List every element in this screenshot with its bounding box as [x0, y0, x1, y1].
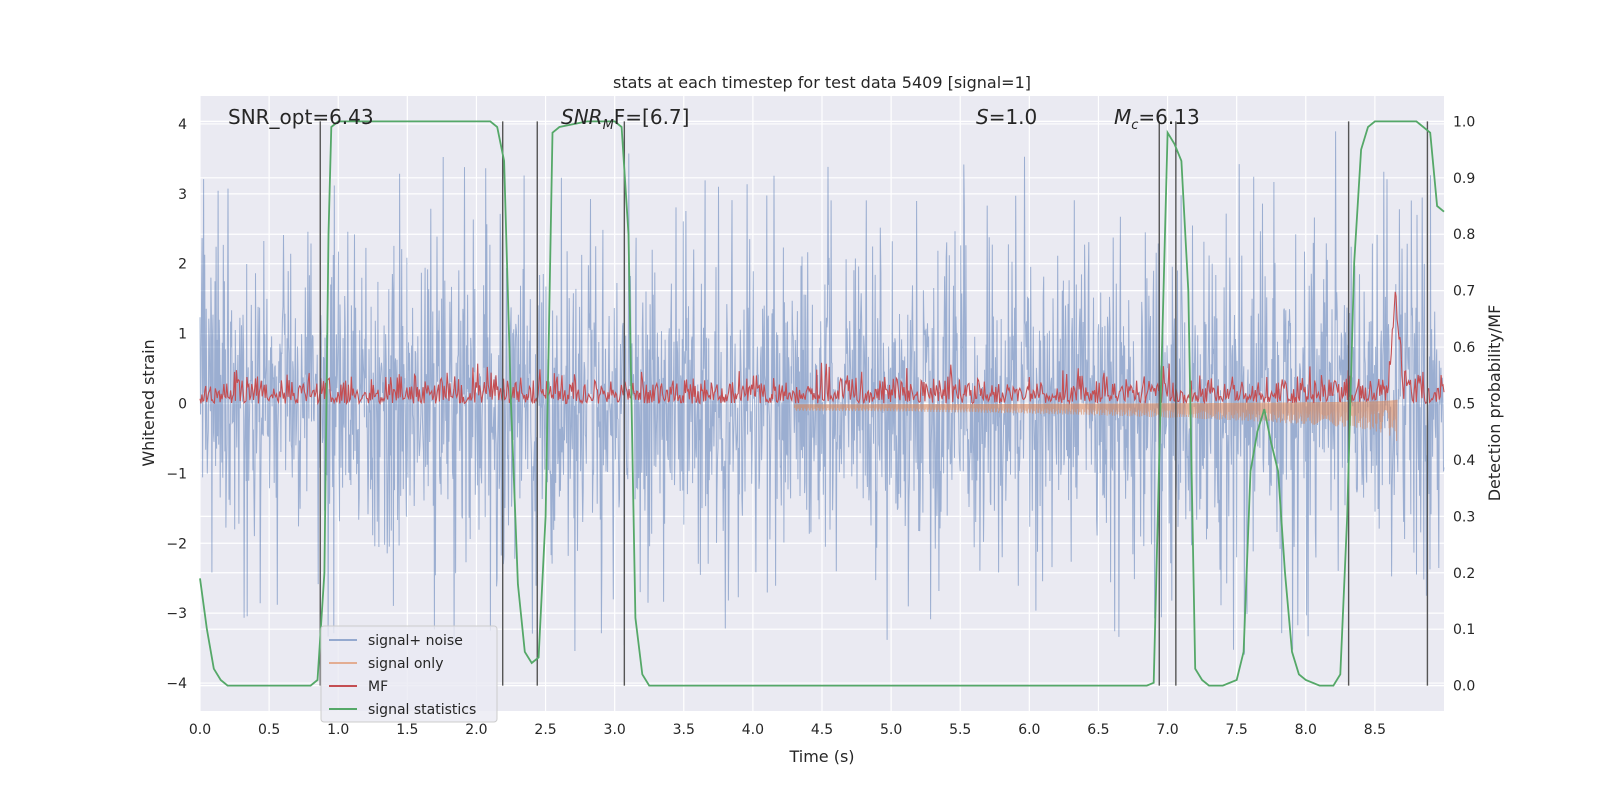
left-y-tick-label: −3 [166, 606, 187, 622]
x-tick-label: 6.5 [1087, 722, 1109, 738]
right-y-tick-label: 0.7 [1453, 284, 1475, 300]
legend-box [320, 625, 498, 723]
annotation-snr-mf-sub: M [603, 118, 614, 133]
x-tick-label: 7.5 [1226, 722, 1248, 738]
right-y-axis-label: Detection probability/MF [1485, 305, 1504, 502]
right-y-tick-label: 1.0 [1453, 114, 1475, 130]
right-y-tick-label: 0.6 [1453, 340, 1475, 356]
x-tick-label: 0.5 [258, 722, 280, 738]
annotation-mc: Mc=6.13 [1114, 105, 1200, 133]
right-y-tick-label: 0.5 [1453, 397, 1475, 413]
signal-plus-noise-line [199, 131, 1445, 655]
right-y-tick-label: 0.8 [1453, 227, 1475, 243]
legend-label-signal-plus-noise: signal+ noise [368, 633, 463, 649]
annotation-snr-opt: SNR_opt=6.43 [228, 105, 374, 129]
mf-series [199, 291, 1445, 406]
x-tick-labels: 0.0 0.5 1.0 1.5 2.0 2.5 3.0 3.5 4.0 4.5 5.0 5.5 6.0 6… [189, 722, 1386, 738]
left-y-tick-label: 2 [178, 257, 187, 273]
annotation-s-main: S [976, 105, 989, 129]
right-y-tick-label: 0.2 [1453, 566, 1475, 582]
x-tick-label: 1.5 [396, 722, 418, 738]
x-tick-label: 5.0 [880, 722, 902, 738]
event-lines [319, 121, 1429, 686]
legend-label-signal-statistics: signal statistics [368, 702, 476, 718]
left-y-tick-label: −2 [166, 536, 187, 552]
left-y-tick-label: 4 [178, 117, 187, 133]
annotation-s: S=1.0 [976, 105, 1037, 129]
signal-only-series [793, 399, 1398, 442]
legend-label-signal-only: signal only [368, 656, 443, 672]
annotation-snr-mf-rest: F=[6.7] [614, 105, 690, 129]
x-tick-label: 8.5 [1364, 722, 1386, 738]
x-tick-label: 3.5 [673, 722, 695, 738]
x-tick-label: 0.0 [189, 722, 211, 738]
left-y-axis-label: Whitened strain [139, 339, 158, 466]
left-y-tick-labels: −4 −3 −2 −1 0 1 2 3 4 [166, 117, 187, 692]
left-y-tick-label: −4 [166, 676, 187, 692]
annotation-snr-mf-main: SNR [561, 105, 603, 129]
signal-plus-noise-series [199, 131, 1445, 655]
x-tick-label: 2.0 [465, 722, 487, 738]
left-y-tick-label: −1 [166, 466, 187, 482]
annotation-s-rest: =1.0 [989, 105, 1038, 129]
signal-statistics-series [199, 120, 1445, 687]
x-tick-label: 4.5 [811, 722, 833, 738]
x-tick-label: 6.0 [1018, 722, 1040, 738]
right-y-tick-label: 0.3 [1453, 509, 1475, 525]
right-y-tick-label: 0.0 [1453, 679, 1475, 695]
x-tick-label: 7.0 [1156, 722, 1178, 738]
right-y-tick-labels: 0.0 0.1 0.2 0.3 0.4 0.5 0.6 0.7 0.8 0.9 1.0 [1453, 114, 1475, 694]
mf-line [199, 291, 1445, 406]
legend-label-mf: MF [368, 679, 388, 695]
signal-only-line [793, 399, 1398, 442]
right-y-tick-label: 0.9 [1453, 171, 1475, 187]
x-tick-label: 8.0 [1295, 722, 1317, 738]
right-y-tick-label: 0.1 [1453, 622, 1475, 638]
signal-statistics-line [199, 120, 1445, 687]
x-axis-label: Time (s) [788, 747, 854, 766]
annotations: SNR_opt=6.43 SNRMF=[6.7] S=1.0 Mc=6.13 [228, 105, 1200, 133]
x-tick-label: 1.0 [327, 722, 349, 738]
x-tick-label: 4.0 [742, 722, 764, 738]
x-tick-label: 2.5 [534, 722, 556, 738]
annotation-mc-sub: c [1131, 118, 1138, 133]
left-y-tick-label: 0 [178, 397, 187, 413]
x-tick-label: 5.5 [949, 722, 971, 738]
left-y-tick-label: 1 [178, 327, 187, 343]
annotation-snr-mf: SNRMF=[6.7] [561, 105, 689, 133]
left-y-tick-label: 3 [178, 187, 187, 203]
chart-title: stats at each timestep for test data 540… [613, 73, 1031, 92]
legend: signal+ noise signal only MF signal stat… [320, 625, 498, 723]
right-y-tick-label: 0.4 [1453, 453, 1475, 469]
annotation-mc-rest: =6.13 [1138, 105, 1199, 129]
annotation-mc-main: M [1114, 105, 1131, 129]
x-tick-label: 3.0 [604, 722, 626, 738]
